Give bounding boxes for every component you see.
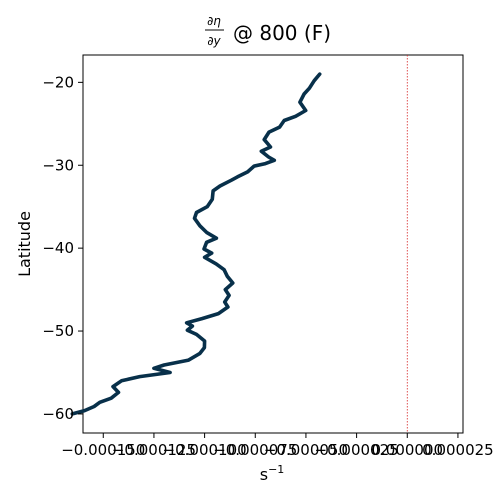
x-axis-ticks: [102, 433, 459, 438]
y-axis-label: Latitude: [15, 211, 34, 277]
x-tick-label: −0.000025: [315, 441, 399, 459]
chart-title: ∂η ∂y @ 800 (F): [205, 14, 331, 48]
y-tick-label: −40: [42, 239, 74, 257]
y-tick-label: −30: [42, 156, 74, 174]
x-tick-label: −0.000075: [213, 441, 297, 459]
x-axis-label-superscript: −1: [268, 463, 284, 476]
x-tick-label: 0.000000: [371, 441, 443, 459]
title-suffix: @ 800 (F): [233, 21, 331, 45]
x-tick-label: −0.000100: [163, 441, 247, 459]
x-tick-label: −0.000150: [61, 441, 145, 459]
title-frac-numerator: ∂η: [207, 14, 221, 28]
x-tick-label: −0.000125: [112, 441, 196, 459]
x-axis-tick-labels: −0.000150−0.000125−0.000100−0.000075−0.0…: [61, 441, 494, 459]
y-tick-label: −50: [42, 322, 74, 340]
x-axis-label-unit: s: [260, 465, 268, 484]
y-axis-tick-labels: −20 −30 −40 −50 −60: [42, 73, 74, 423]
y-tick-label: −20: [42, 73, 74, 91]
plot-area-frame: [82, 54, 464, 434]
title-frac-denominator: ∂y: [207, 34, 221, 48]
series-line-d-eta-dy: [70, 72, 322, 416]
y-tick-label: −60: [42, 405, 74, 423]
x-tick-label: −0.000050: [264, 441, 348, 459]
y-axis-ticks: [78, 81, 83, 415]
x-tick-label: 0.000025: [422, 441, 494, 459]
x-axis-label: s−1: [260, 463, 285, 484]
